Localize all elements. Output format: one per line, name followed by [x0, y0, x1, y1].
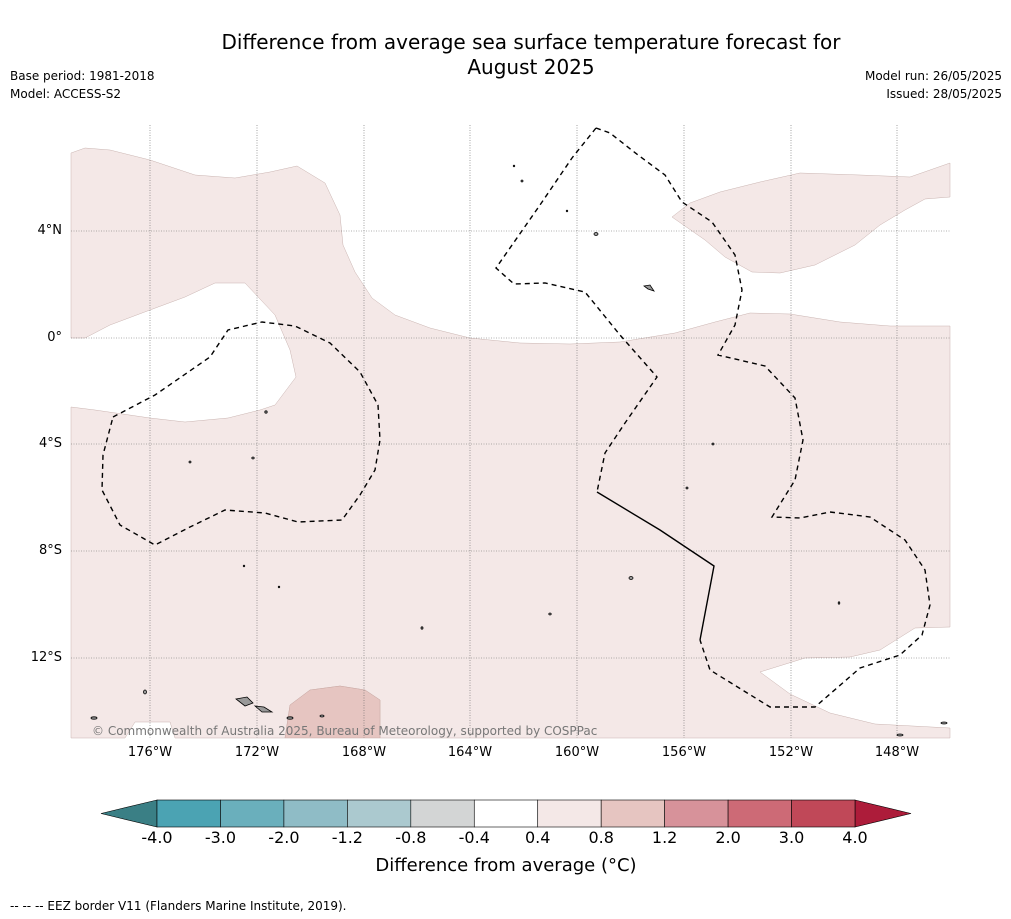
colorbar-tick-label: 0.4: [524, 828, 551, 847]
colorbar-segment: [220, 799, 285, 828]
sst-map: [70, 125, 951, 739]
colorbar-tick-label: 4.0: [842, 828, 868, 847]
meta-left: Base period: 1981-2018 Model: ACCESS-S2: [10, 67, 155, 103]
colorbar-extend-low: [100, 799, 158, 828]
colorbar-segment: [156, 799, 221, 828]
eez-footer-note: -- -- -- EEZ border V11 (Flanders Marine…: [10, 899, 347, 913]
lat-label-0: 0°: [47, 330, 62, 345]
copyright-text: © Commonwealth of Australia 2025, Bureau…: [92, 724, 598, 738]
colorbar-segment: [727, 799, 792, 828]
colorbar-title: Difference from average (°C): [375, 855, 637, 876]
colorbar: [100, 799, 912, 828]
model-run-text: Model run: 26/05/2025: [864, 69, 1002, 83]
colorbar-tick-label: -4.0: [141, 828, 173, 847]
island-savaii: [235, 696, 254, 707]
colorbar-segment: [473, 799, 539, 828]
eez-border-central: [495, 127, 658, 493]
eez-borders: [101, 127, 931, 708]
colorbar-segment: [537, 799, 602, 828]
anomaly-region-0-8-1-2: [284, 685, 381, 739]
colorbar-tick-label: -0.4: [458, 828, 490, 847]
graticule: [71, 125, 950, 738]
colorbar-tick-label: -0.8: [395, 828, 427, 847]
lon-label-156w: 156°W: [661, 745, 707, 760]
colorbar-tick-label: -3.0: [204, 828, 237, 847]
lat-label-8s: 8°S: [38, 543, 62, 558]
anomaly-region-0-4-0-8: [70, 147, 951, 739]
lon-label-164w: 164°W: [447, 745, 493, 760]
lon-label-172w: 172°W: [234, 745, 280, 760]
model-text: Model: ACCESS-S2: [10, 87, 122, 101]
meta-right: Model run: 26/05/2025 Issued: 28/05/2025: [865, 67, 1002, 103]
anomaly-region-north-east: [671, 162, 951, 274]
eez-border-solid: [596, 491, 715, 641]
colorbar-segment: [410, 799, 475, 828]
lon-label-152w: 152°W: [768, 745, 814, 760]
colorbar-segment: [347, 799, 412, 828]
colorbar-segment: [600, 799, 665, 828]
colorbar-tick-label: -1.2: [331, 828, 363, 847]
eez-border-line-islands-north: [595, 127, 931, 708]
lon-label-148w: 148°W: [874, 745, 920, 760]
colorbar-tick-label: 3.0: [778, 828, 805, 847]
eez-border-tokelau: [101, 321, 381, 546]
colorbar-tick-label: 0.8: [588, 828, 614, 847]
lat-label-12s: 12°S: [30, 650, 62, 665]
lon-label-160w: 160°W: [554, 745, 600, 760]
colorbar-segment: [791, 799, 856, 828]
colorbar-segment: [664, 799, 729, 828]
colorbar-tick-label: 1.2: [651, 828, 678, 847]
lat-label-4n: 4°N: [37, 223, 63, 238]
island-upolu: [253, 705, 274, 713]
lon-label-176w: 176°W: [127, 745, 173, 760]
lat-label-4s: 4°S: [38, 436, 62, 451]
map-title: Difference from average sea surface temp…: [221, 30, 841, 79]
colorbar-tick-label: 2.0: [715, 828, 741, 847]
islands: [90, 164, 948, 737]
issued-text: Issued: 28/05/2025: [886, 87, 1002, 101]
lon-label-168w: 168°W: [341, 745, 387, 760]
base-period-text: Base period: 1981-2018: [10, 69, 155, 83]
colorbar-tick-label: -2.0: [268, 828, 300, 847]
colorbar-extend-high: [854, 799, 912, 828]
colorbar-segment: [283, 799, 348, 828]
